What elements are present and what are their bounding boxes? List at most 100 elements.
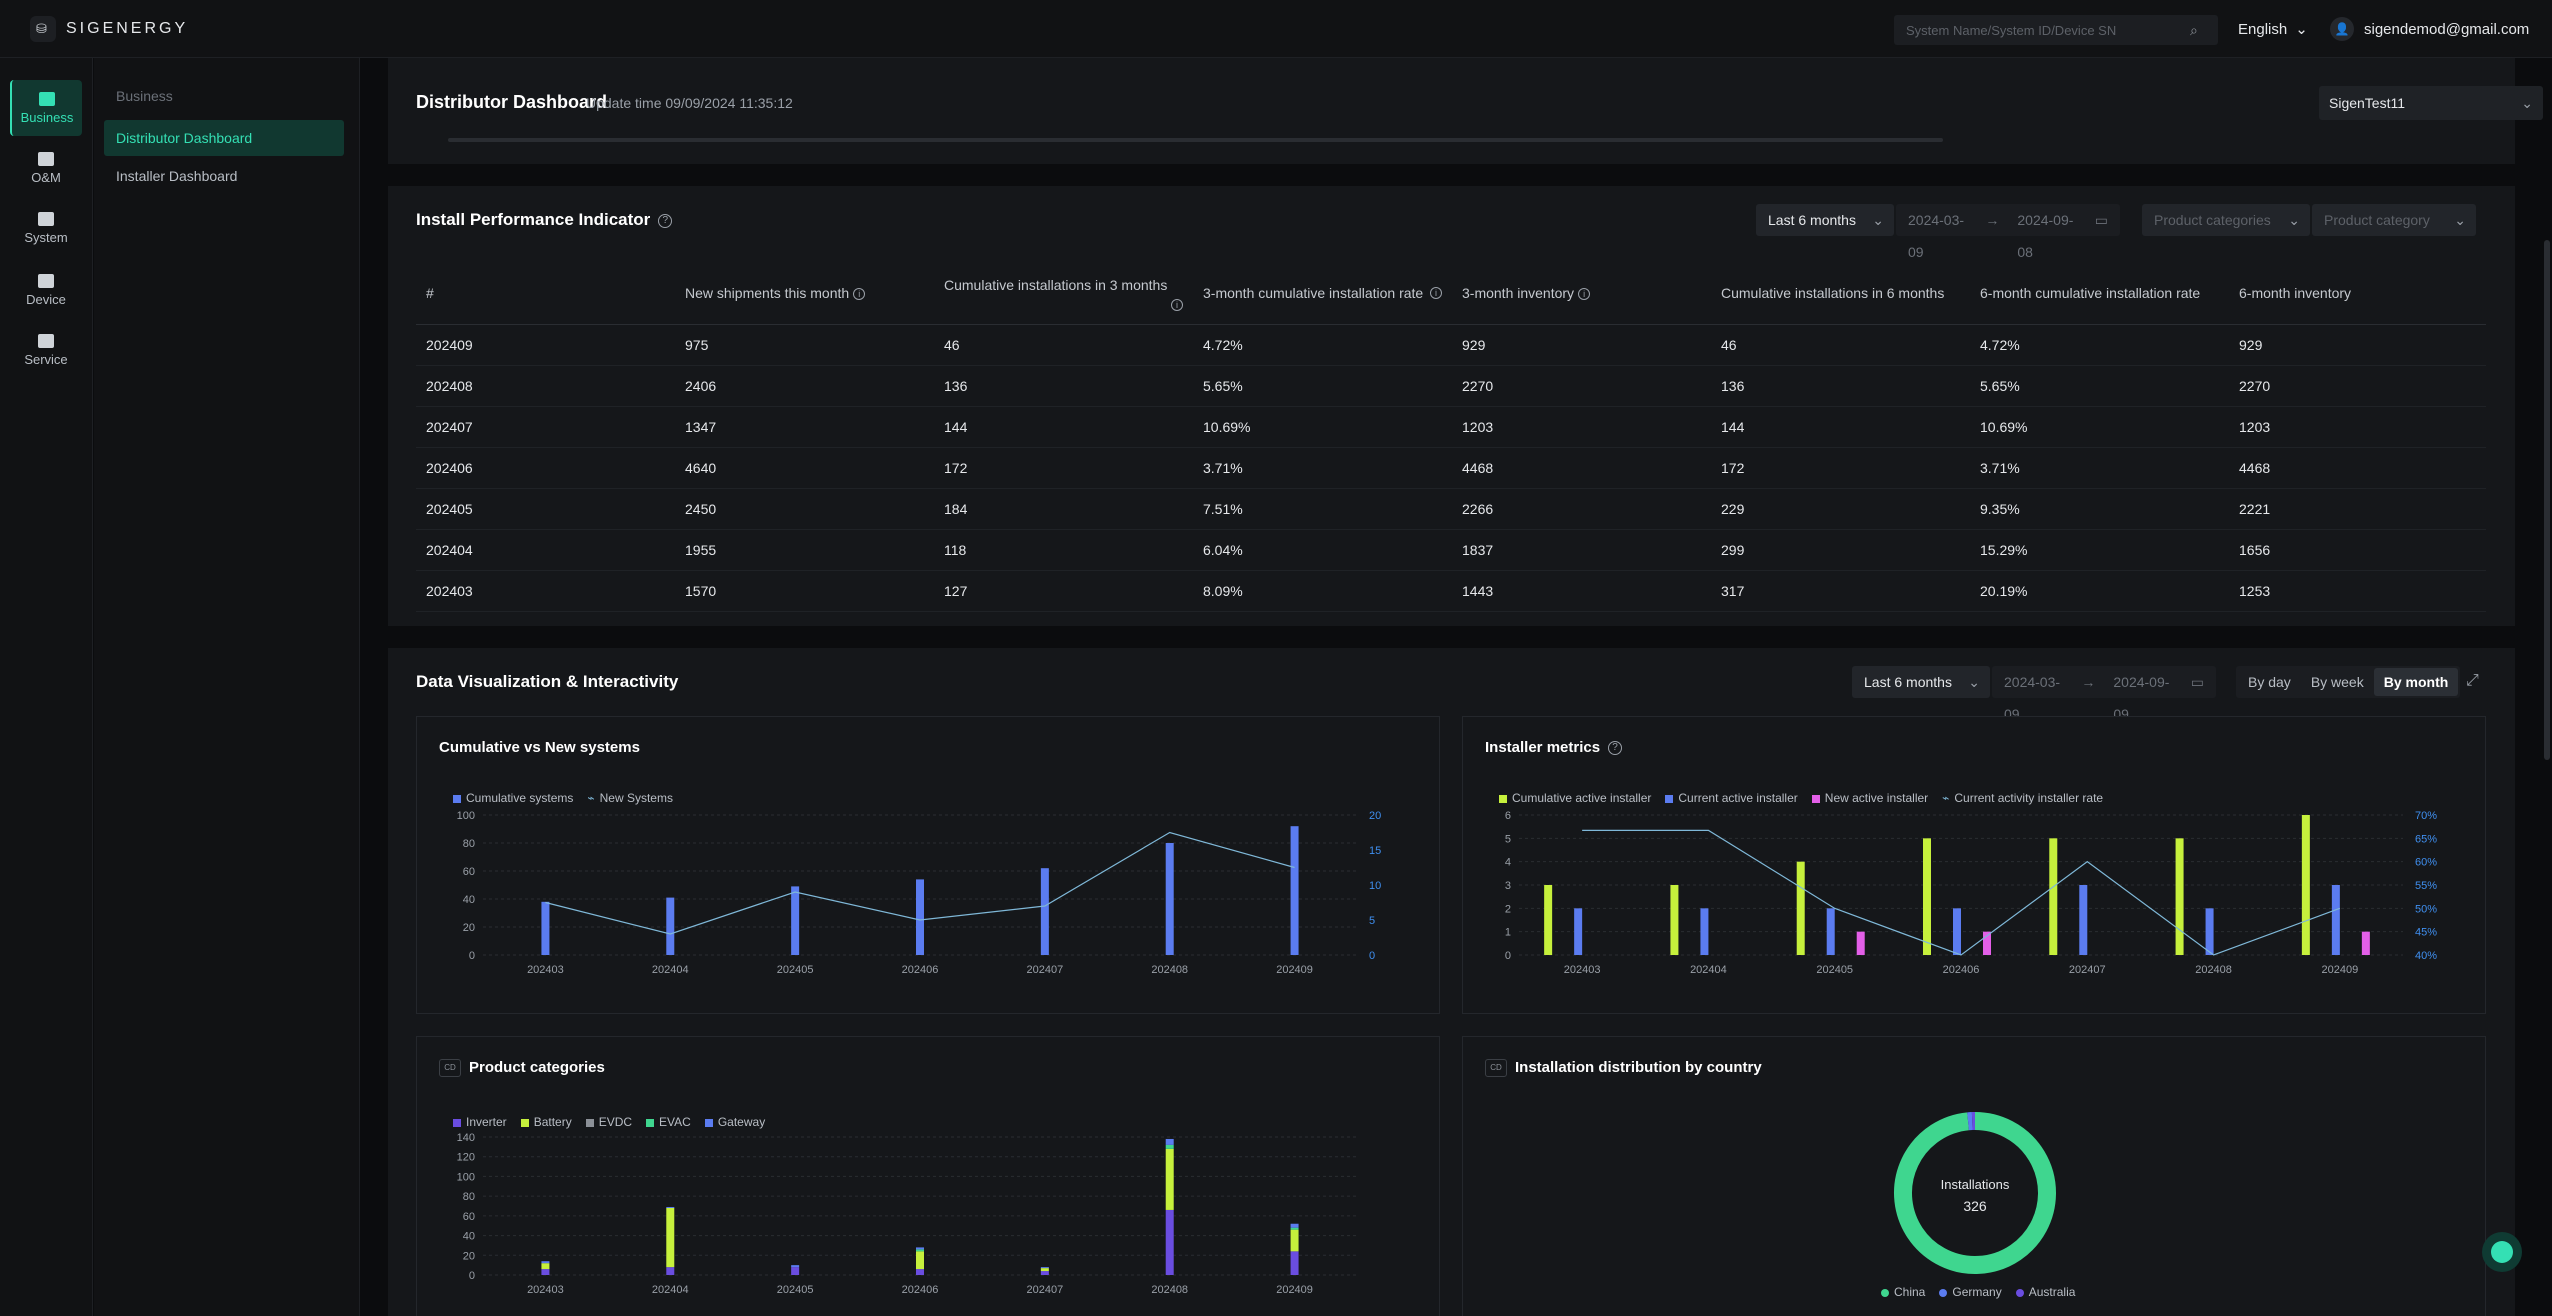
x-tick-label: 202408 <box>1151 1284 1188 1296</box>
table-cell: 20.19% <box>1970 570 2229 612</box>
table-cell: 1837 <box>1452 529 1711 571</box>
column-header: 3-month cumulative installation rate i <box>1193 262 1452 325</box>
visual-date-range[interactable]: 2024-03-09 → 2024-09-09 ▭ <box>1992 666 2216 722</box>
bar-segment <box>1040 1268 1049 1272</box>
chart-svg: Installations 326 <box>1894 1112 2056 1274</box>
performance-range-select[interactable]: Last 6 months ⌄ <box>1756 204 1894 236</box>
tenant-select[interactable]: SigenTest11 ⌄ <box>2319 86 2543 120</box>
arrow-right-icon: → <box>1985 212 2000 228</box>
legend-item[interactable]: Germany <box>1939 1285 2002 1299</box>
column-header: New shipments this month i <box>675 262 934 325</box>
fullscreen-icon[interactable]: ⤢ <box>2466 672 2479 689</box>
table-cell: 202409 <box>416 324 675 366</box>
rail-item-service[interactable]: Service <box>10 322 82 378</box>
chart-type-icon[interactable]: CD <box>439 1059 461 1078</box>
legend-item[interactable]: New active installer <box>1811 791 1928 805</box>
chart-type-icon[interactable]: CD <box>1485 1059 1507 1078</box>
bar <box>1040 868 1049 955</box>
help-icon[interactable]: ? <box>1608 741 1623 756</box>
legend-item[interactable]: Gateway <box>704 1115 765 1129</box>
vertical-scrollbar[interactable] <box>2544 240 2550 760</box>
brand-logo[interactable]: ⛁ SIGENERGY <box>30 16 188 42</box>
home-icon <box>38 211 54 226</box>
column-header: Cumulative installations in 6 months <box>1711 262 1970 325</box>
language-label: English <box>2238 20 2288 38</box>
nav-item-installer-dashboard[interactable]: Installer Dashboard <box>116 168 238 184</box>
y-tick-label: 2 <box>1505 903 1511 915</box>
rail-item-om[interactable]: O&M <box>10 140 82 196</box>
y-tick-label: 5 <box>1505 833 1511 845</box>
search-input[interactable] <box>1894 15 2218 45</box>
product-category-select[interactable]: Product category ⌄ <box>2312 204 2476 236</box>
y-tick-label: 60 <box>463 1211 475 1223</box>
legend-item[interactable]: Battery <box>520 1115 572 1129</box>
search-icon[interactable]: ⌕ <box>2190 22 2198 38</box>
bar-segment <box>1290 1251 1299 1275</box>
horizontal-scrollbar[interactable] <box>448 138 1943 142</box>
chevron-down-icon: ⌄ <box>2521 95 2533 111</box>
visualization-card: Data Visualization & Interactivity Last … <box>388 648 2515 1316</box>
chat-assistant-button[interactable] <box>2482 1232 2522 1272</box>
info-icon[interactable]: i <box>1171 298 1183 311</box>
series-line <box>1582 829 2341 956</box>
chevron-down-icon: ⌄ <box>2454 212 2466 228</box>
legend-item[interactable]: China <box>1881 1285 1925 1299</box>
info-icon[interactable]: i <box>1578 288 1591 301</box>
chevron-down-icon: ⌄ <box>1968 674 1980 690</box>
rail-item-system[interactable]: System <box>10 200 82 256</box>
rail-item-business[interactable]: Business <box>10 80 82 136</box>
x-tick-label: 202409 <box>1276 964 1313 976</box>
help-icon[interactable]: ? <box>658 213 673 228</box>
table-cell: 202406 <box>416 447 675 489</box>
bar-segment <box>791 1265 800 1268</box>
bar <box>1983 931 1991 955</box>
performance-date-range[interactable]: 2024-03-09 → 2024-09-08 ▭ <box>1896 204 2120 260</box>
granularity-by-day[interactable]: By day <box>2248 674 2291 690</box>
bar <box>2361 931 2370 955</box>
visualization-title: Data Visualization & Interactivity <box>416 672 679 691</box>
legend-item[interactable]: Inverter <box>453 1115 507 1129</box>
granularity-by-month[interactable]: By month <box>2373 668 2459 696</box>
legend-item[interactable]: Australia <box>2015 1285 2075 1299</box>
bar-segment <box>1165 1138 1174 1145</box>
filter-placeholder: Product categories <box>2154 212 2271 228</box>
legend-item[interactable]: ⌁ Current activity installer rate <box>1942 791 2104 805</box>
table-cell: 1203 <box>1452 406 1711 448</box>
x-tick-label: 202408 <box>2195 964 2232 976</box>
granularity-by-week[interactable]: By week <box>2310 674 2364 690</box>
cumulative-vs-new-chart: Cumulative vs New systems Cumulative sys… <box>416 716 1440 1014</box>
page-title: Distributor Dashboard <box>416 92 608 112</box>
user-menu[interactable]: 👤 sigendemod@gmail.com <box>2330 17 2529 41</box>
table-row: 202407 1347 144 10.69% 1203 144 10.69% 1203 <box>416 406 2486 448</box>
chart-title: Cumulative vs New systems <box>439 739 640 756</box>
nav-item-distributor-dashboard[interactable]: Distributor Dashboard <box>104 120 344 156</box>
legend-item[interactable]: EVDC <box>585 1115 632 1129</box>
pie-slice <box>1894 1112 2056 1274</box>
visual-range-select[interactable]: Last 6 months ⌄ <box>1852 666 1990 698</box>
legend-item[interactable]: ⌁ New Systems <box>587 791 673 805</box>
user-icon: 👤 <box>2330 17 2354 41</box>
rail-item-label: Device <box>26 291 66 307</box>
performance-title: Install Performance Indicator? <box>416 210 673 230</box>
info-icon[interactable]: i <box>1430 286 1442 299</box>
legend-item[interactable]: Current active installer <box>1665 791 1798 805</box>
language-selector[interactable]: English ⌄ <box>2238 20 2308 39</box>
legend-item[interactable]: Cumulative active installer <box>1499 791 1651 805</box>
legend-item[interactable]: Cumulative systems <box>453 791 573 805</box>
table-row: 202403 1570 127 8.09% 1443 317 20.19% 1253 <box>416 570 2486 612</box>
y-tick-label: 0 <box>469 950 475 962</box>
rail-item-device[interactable]: Device <box>10 262 82 318</box>
x-tick-label: 202406 <box>902 1284 939 1296</box>
x-tick-label: 202405 <box>777 964 814 976</box>
bar-segment <box>916 1269 924 1275</box>
table-cell: 144 <box>934 406 1193 448</box>
rail-item-label: O&M <box>31 169 61 185</box>
table-cell: 2406 <box>675 365 934 407</box>
y2-tick-label: 10 <box>1369 880 1381 892</box>
product-categories-select[interactable]: Product categories ⌄ <box>2142 204 2310 236</box>
business-icon <box>39 91 55 106</box>
info-icon[interactable]: i <box>853 288 866 301</box>
legend-item[interactable]: EVAC <box>646 1115 691 1129</box>
y-tick-label: 20 <box>463 1250 475 1262</box>
bar <box>916 879 924 955</box>
